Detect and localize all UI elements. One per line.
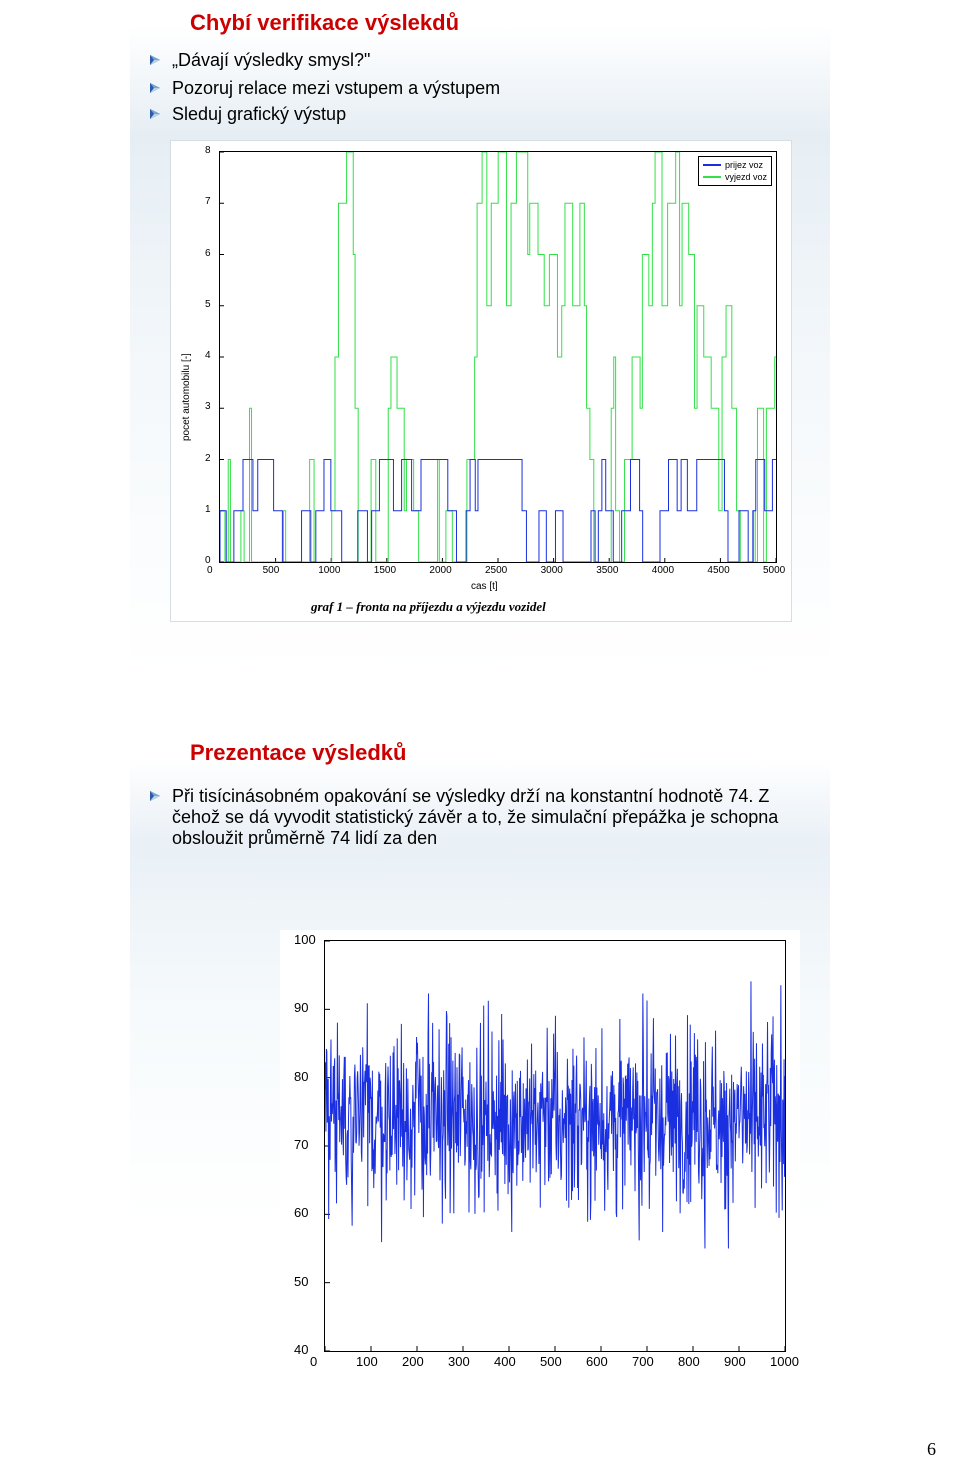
slide-1-bullet-1: „Dávají výsledky smysl?" [148,50,370,71]
legend-item-2: vyjezd voz [703,171,767,183]
chart2-ytick-label: 70 [294,1137,308,1152]
chart2-ytick-label: 60 [294,1205,308,1220]
chart1-xtick-label: 4000 [652,565,674,576]
chart2-ytick-label: 50 [294,1274,308,1289]
legend-item-1: prijez voz [703,159,767,171]
slide-2-bullet-1: Při tisícinásobném opakování se výsledky… [148,786,788,849]
chart2-xtick-label: 1000 [770,1354,799,1369]
chart1-ytick-label: 6 [205,248,211,259]
legend-swatch [703,176,721,178]
slide-2-heading: Prezentace výsledků [190,740,406,766]
chart2-ytick-label: 100 [294,932,316,947]
chart1-ytick-label: 7 [205,196,211,207]
chart2-xtick-label: 400 [494,1354,516,1369]
chart1-plot-area: prijez voz vyjezd voz [219,151,777,563]
chart1-xlabel: cas [t] [471,581,498,592]
bullet-icon [148,53,162,67]
chart1-xtick-label: 500 [263,565,280,576]
chart1-ytick-label: 2 [205,453,211,464]
slide-1-bullet-2: Pozoruj relace mezi vstupem a výstupem [148,78,500,99]
slide-1: Chybí verifikace výslekdů „Dávají výsled… [130,0,830,670]
chart2-svg [325,941,785,1351]
slide-1-bullet-3: Sleduj grafický výstup [148,104,346,125]
chart2-xtick-label: 200 [402,1354,424,1369]
chart2-xtick-label: 700 [632,1354,654,1369]
chart2-plot-area [324,940,786,1352]
chart1-ytick-label: 3 [205,401,211,412]
bullet-text: Při tisícinásobném opakování se výsledky… [172,786,788,849]
chart1-caption: graf 1 – fronta na příjezdu a výjezdu vo… [311,599,546,615]
bullet-icon [148,107,162,121]
chart1-xtick-label: 3000 [541,565,563,576]
chart1-xtick-label: 2000 [429,565,451,576]
chart1-ytick-label: 1 [205,504,211,515]
chart1-xtick-label: 0 [207,565,213,576]
chart2-ytick-label: 90 [294,1000,308,1015]
bullet-text: Sleduj grafický výstup [172,104,346,125]
slide-1-heading: Chybí verifikace výslekdů [190,10,459,36]
chart1-legend: prijez voz vyjezd voz [698,156,772,186]
legend-swatch [703,164,721,166]
bullet-icon [148,789,162,803]
chart1-ytick-label: 5 [205,299,211,310]
chart2-xtick-label: 300 [448,1354,470,1369]
chart1-ylabel: pocet automobilu [-] [181,353,192,441]
bullet-text: „Dávají výsledky smysl?" [172,50,370,71]
chart1-xtick-label: 5000 [763,565,785,576]
chart2-xtick-label: 100 [356,1354,378,1369]
chart2-xtick-label: 900 [724,1354,746,1369]
chart1-svg [220,152,776,562]
chart1-ytick-label: 4 [205,350,211,361]
bullet-icon [148,81,162,95]
chart2-xtick-label: 800 [678,1354,700,1369]
bullet-text: Pozoruj relace mezi vstupem a výstupem [172,78,500,99]
chart2-xtick-label: 500 [540,1354,562,1369]
chart2-xtick-label: 600 [586,1354,608,1369]
chart1-xtick-label: 2500 [485,565,507,576]
legend-label: prijez voz [725,159,763,171]
legend-label: vyjezd voz [725,171,767,183]
page-number: 6 [927,1439,936,1460]
chart1-xtick-label: 1000 [318,565,340,576]
chart1-xtick-label: 1500 [374,565,396,576]
chart1-ytick-label: 8 [205,145,211,156]
slide-2-chart: 0 100 200 300 400 500 600 700 800 900 1000 40 50 60 7… [280,930,800,1390]
slide-1-chart: pocet automobilu [-] prijez voz vyjezd v… [170,140,792,622]
chart2-ytick-label: 40 [294,1342,308,1357]
chart2-ytick-label: 80 [294,1069,308,1084]
slide-2: Prezentace výsledků Při tisícinásobném o… [130,730,830,1430]
chart1-xtick-label: 4500 [707,565,729,576]
chart2-xtick-label: 0 [310,1354,317,1369]
chart1-xtick-label: 3500 [596,565,618,576]
chart1-ytick-label: 0 [205,555,211,566]
